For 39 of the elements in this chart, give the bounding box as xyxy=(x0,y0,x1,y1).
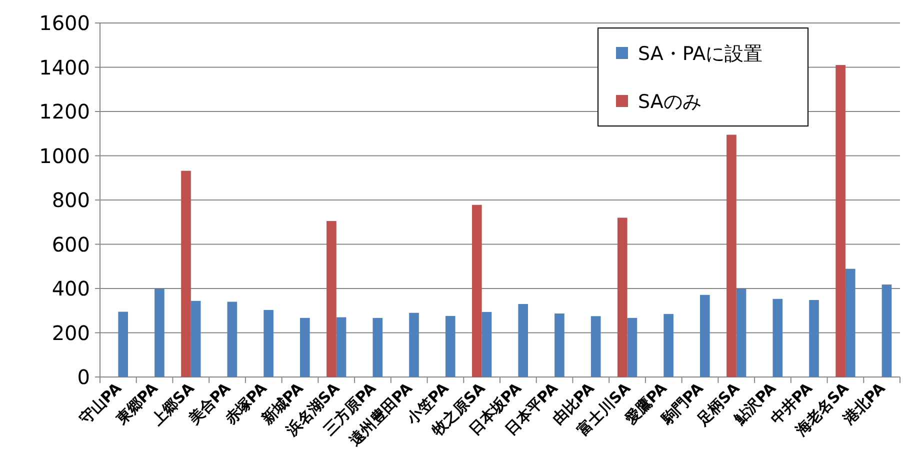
y-tick-label: 0 xyxy=(77,365,90,389)
bar xyxy=(154,288,164,377)
bar xyxy=(445,316,456,377)
bar xyxy=(554,314,564,377)
bar xyxy=(882,284,892,377)
y-tick-label: 800 xyxy=(52,188,90,212)
bar xyxy=(482,312,492,377)
bar xyxy=(264,310,274,377)
y-tick-label: 200 xyxy=(52,320,90,345)
bar xyxy=(409,312,419,377)
bar xyxy=(518,304,528,377)
y-tick-label: 1200 xyxy=(39,100,90,124)
bar xyxy=(772,298,783,377)
bar xyxy=(227,302,238,377)
bar xyxy=(726,134,736,377)
bar xyxy=(627,318,638,377)
bar xyxy=(617,218,628,377)
bar xyxy=(326,221,336,377)
bar xyxy=(809,300,819,377)
bar xyxy=(472,204,482,377)
bar xyxy=(700,294,710,377)
bar xyxy=(118,312,128,377)
bar xyxy=(181,170,191,377)
bar xyxy=(590,316,601,377)
y-tick-label: 1400 xyxy=(39,55,90,80)
bar xyxy=(336,317,346,377)
y-tick-label: 600 xyxy=(52,232,90,256)
bar xyxy=(664,314,674,377)
bar xyxy=(372,318,383,377)
bar xyxy=(190,300,201,377)
bar xyxy=(836,65,846,377)
legend-label: SA・PAに設置 xyxy=(638,43,763,65)
y-tick-label: 400 xyxy=(52,276,90,300)
bar xyxy=(736,288,746,377)
y-tick-label: 1000 xyxy=(39,144,90,168)
bar xyxy=(300,318,310,377)
bar xyxy=(845,268,856,377)
legend-label: SAのみ xyxy=(638,91,702,113)
y-tick-label: 1600 xyxy=(39,11,90,35)
